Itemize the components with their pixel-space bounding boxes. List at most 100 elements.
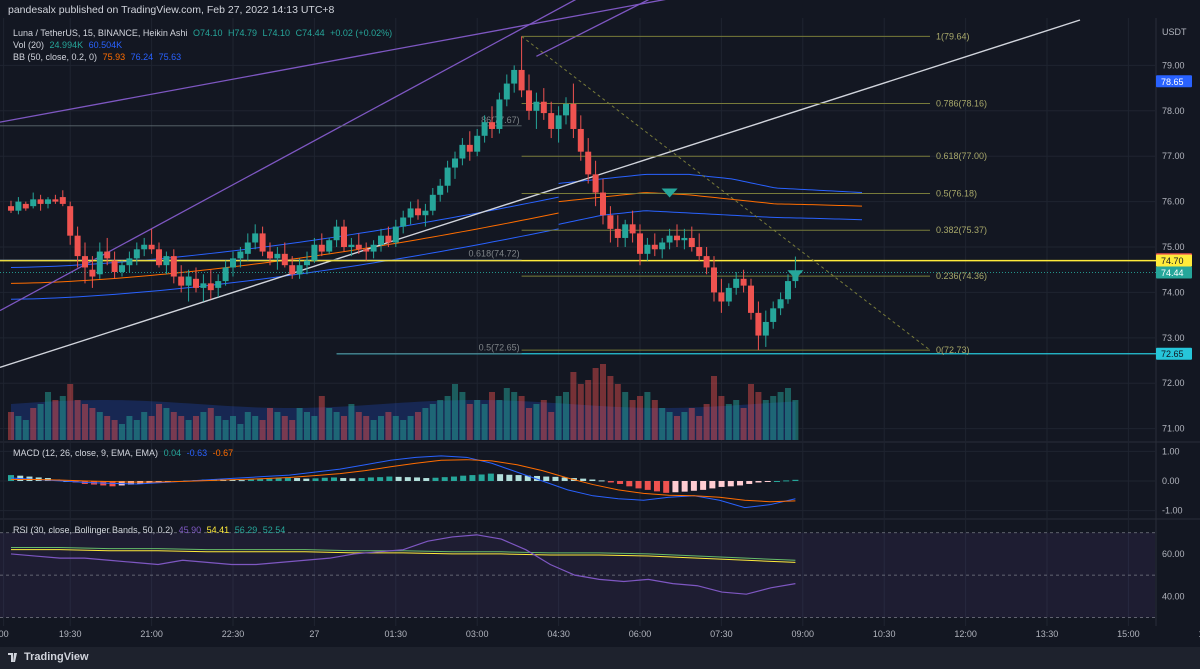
candle-body [533,101,540,111]
candle-body [466,144,473,152]
volume-bar [45,392,51,440]
macd-histogram-bar [663,481,670,493]
candle-body [666,235,673,243]
time-axis-label: 01:30 [385,629,408,639]
macd-histogram-bar [367,477,374,481]
tradingview-brand[interactable]: TradingView [24,651,89,663]
rsi-value-1: 45.90 [178,525,202,535]
volume-bar [696,416,703,440]
volume-bar [644,392,651,440]
change-value: +0.02 (+0.02%) [330,28,393,38]
candle-body [614,228,621,238]
volume-bar [407,416,414,440]
volume-bar [296,408,303,440]
volume-bar [244,412,251,440]
tradingview-logo-icon [8,653,17,662]
volume-bar [385,412,392,440]
main-legend: Luna / TetherUS, 15, BINANCE, Heikin Ash… [13,28,395,38]
candle-body [637,233,643,254]
candle-body [222,267,229,282]
candle-body [193,278,199,288]
macd-histogram-bar [783,480,790,482]
macd-histogram-bar [294,478,301,481]
macd-histogram-bar [284,477,291,481]
macd-histogram-bar [635,481,642,489]
time-axis-label: 22:30 [222,629,245,639]
volume-bar [281,416,288,440]
volume-bar [370,420,377,440]
quote-currency-label: USDT [1162,27,1187,37]
rsi-legend[interactable]: RSI (30, close, Bollinger Bands, 50, 0.2… [13,525,288,535]
fib-level-label: 0.5(76.18) [936,188,977,198]
macd-legend[interactable]: MACD (12, 26, close, 9, EMA, EMA) 0.04 -… [13,448,236,458]
volume-bar [274,412,281,440]
candle-body [22,203,29,209]
candle-body [526,90,532,111]
signal-line [11,459,796,503]
low-value: L74.10 [262,28,291,38]
candle-body [296,265,303,275]
candle-body [133,249,140,259]
candle-body [392,226,399,243]
volume-bar [651,400,658,440]
candle-body [304,260,310,266]
candle-body [178,276,185,286]
macd-histogram-bar [478,474,485,481]
volume-bar [733,400,740,440]
volume-bar [237,424,244,440]
time-axis-label: 19:30 [59,629,82,639]
candle-body [762,321,769,336]
volume-bar [555,396,562,440]
candle-body [503,83,510,100]
macd-histogram-bar [229,479,236,481]
volume-bar [748,384,754,440]
candle-body [629,224,636,234]
macd-axis-label: -1.00 [1162,506,1183,516]
macd-histogram-bar [303,478,310,481]
macd-value-1: 0.04 [163,448,182,458]
macd-histogram-bar [312,478,319,481]
candle-body [770,308,777,322]
bb-upper-line [558,173,863,194]
fib-left-label: 0.618(74.72) [469,249,520,259]
volume-bar [592,368,599,440]
volume-bar [200,412,207,440]
candle-body [207,283,214,291]
price-axis-label: 71.00 [1162,424,1185,434]
volume-bar [378,416,384,440]
volume-bar [133,420,140,440]
candle-body [777,299,784,309]
rsi-bb-upper [11,547,796,561]
fib-level-label: 0.236(74.36) [936,271,987,281]
fib-level-label: 0(72.73) [936,345,970,355]
rsi-bb-lower [11,549,796,563]
volume-bar [452,384,458,440]
candle-body [452,158,458,168]
symbol-title[interactable]: Luna / TetherUS, 15, BINANCE, Heikin Ash… [13,28,188,38]
macd-label: MACD (12, 26, close, 9, EMA, EMA) [13,448,159,458]
volume-bar [629,400,636,440]
volume-bar [511,392,518,440]
volume-bar [785,388,791,440]
volume-bar [52,400,59,440]
candle-body [30,199,37,207]
bb-legend[interactable]: BB (50, close, 0.2, 0) 75.93 76.24 75.63 [13,52,184,62]
candle-body [370,244,377,252]
time-axis-label: 21:00 [140,629,163,639]
vol-legend[interactable]: Vol (20) 24.994K 60.504K [13,40,125,50]
volume-bar [777,392,784,440]
volume-bar [230,416,236,440]
time-axis-label: 07:30 [710,629,733,639]
candle-body [326,240,333,252]
volume-bar [614,384,621,440]
volume-bar [392,416,399,440]
rsi-axis-label: 40.00 [1162,591,1185,601]
candle-body [696,247,703,257]
vol-label: Vol (20) [13,40,45,50]
volume-bar [318,396,325,440]
candle-body [281,253,288,266]
candle-body [126,258,133,266]
fib-level-label: 0.786(78.16) [936,99,987,109]
price-axis-label: 76.00 [1162,197,1185,207]
